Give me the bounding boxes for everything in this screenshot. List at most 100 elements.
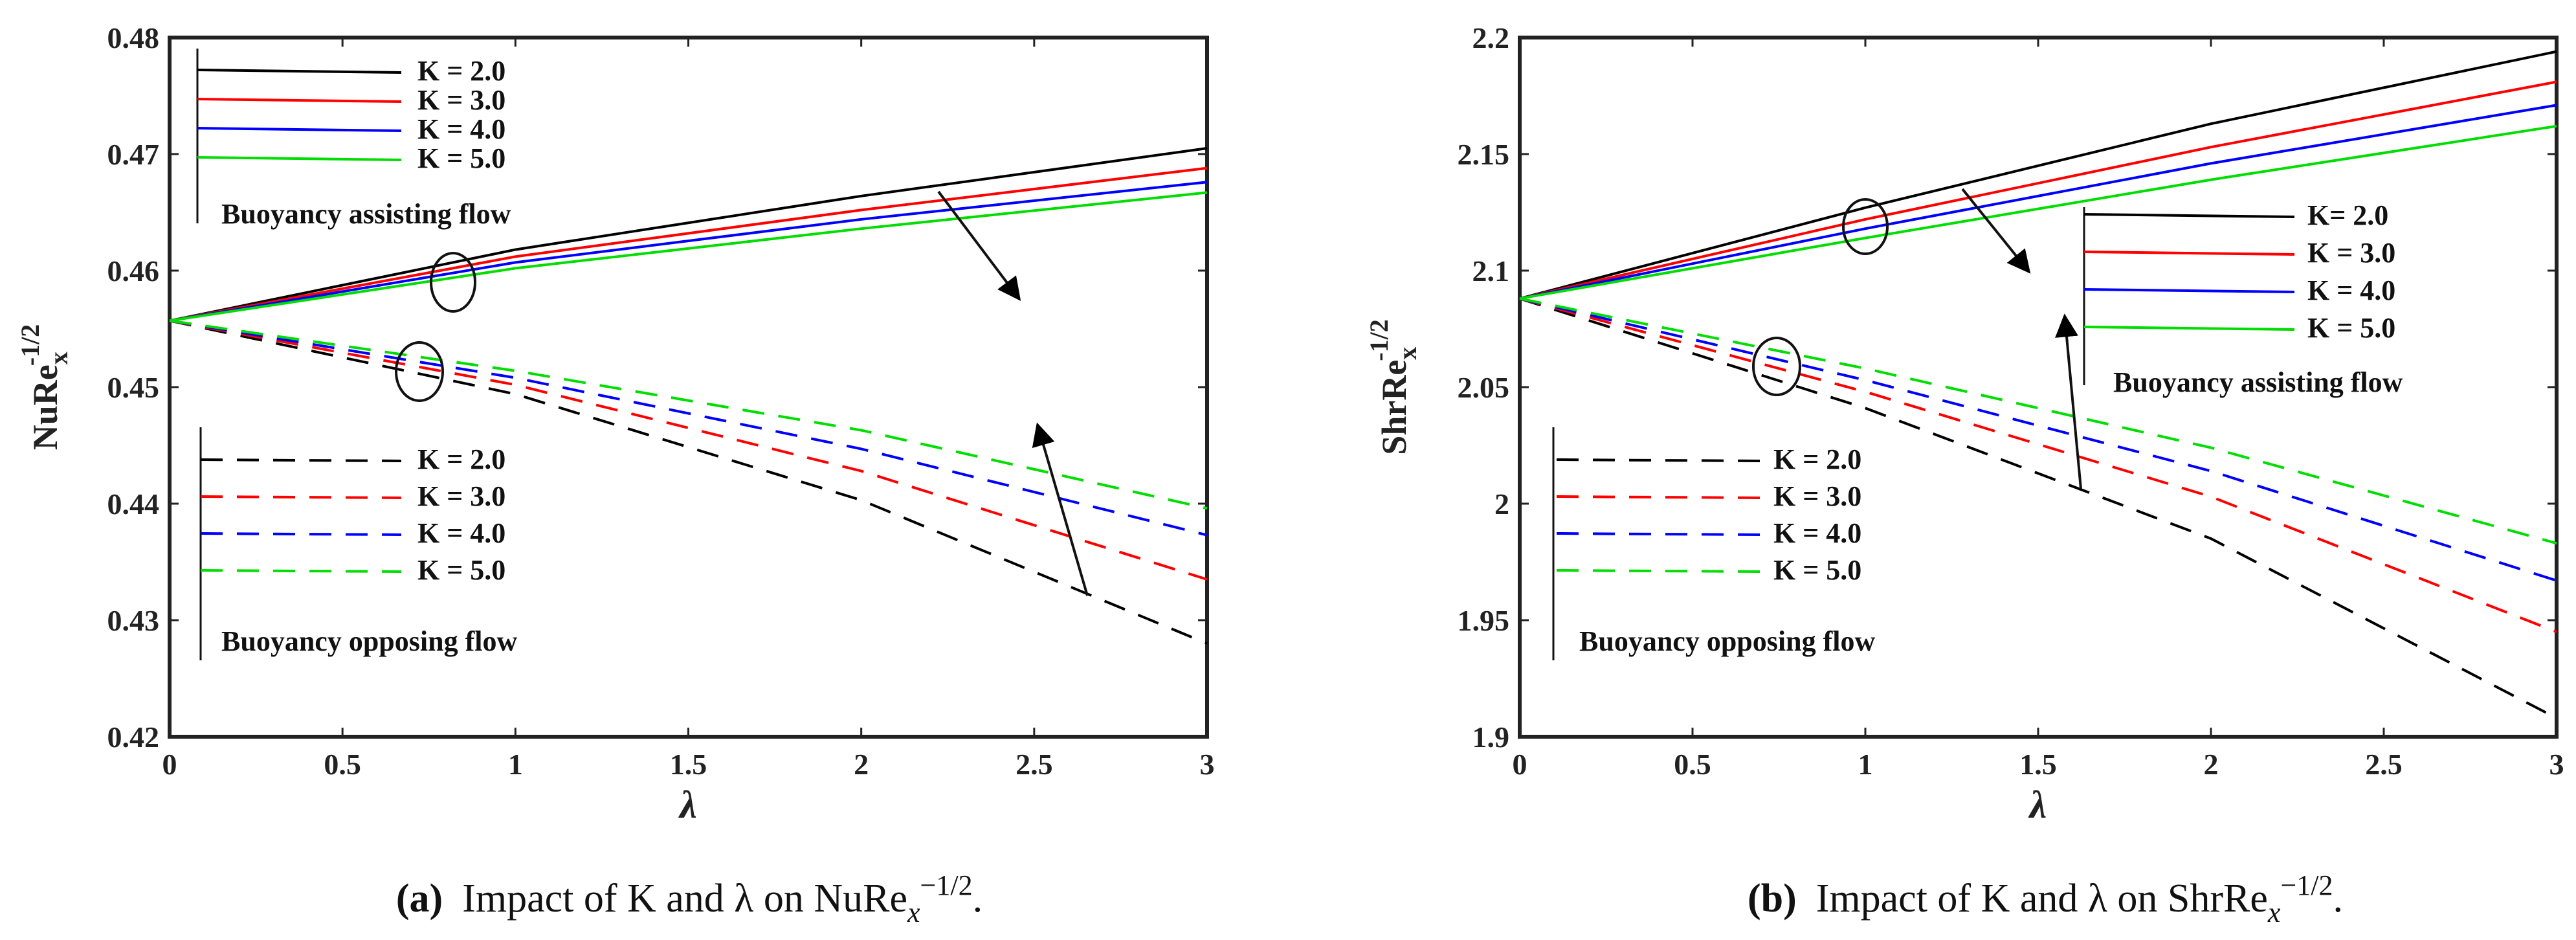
series-line-opposing-0: [1519, 297, 2557, 719]
legend-swatch-opposing: [1556, 458, 1761, 462]
chart-a: 0 0.5 1 1.5 2 2.5 3 0.42 0.43 0.44 0.45 0.46 0.47 0.4…: [16, 21, 1215, 928]
series-line-assisting-0: [1519, 50, 2557, 300]
y-tick-label: 1.9: [1472, 721, 1510, 754]
caption-end: .: [973, 877, 983, 921]
x-tick-label: 2.5: [2365, 748, 2403, 781]
caption-sub: x: [907, 897, 920, 928]
series-line-opposing-3: [1519, 297, 2557, 545]
legend-label-opposing: K = 4.0: [1773, 517, 1861, 549]
legend-swatch-opposing: [1556, 495, 1761, 499]
legend-swatch-assisting: [2083, 288, 2295, 293]
caption-text: Impact of K and λ on NuRe: [462, 877, 907, 921]
y-tick-label: 2.05: [1458, 371, 1510, 404]
x-tick-label: 2.5: [1016, 748, 1053, 781]
legend-label-assisting: K = 3.0: [417, 84, 505, 116]
y-tick-label: 2.2: [1472, 21, 1510, 54]
x-tick-label: 0.5: [324, 748, 361, 781]
series-line-opposing-1: [169, 319, 1208, 581]
annotation-ellipse: [1752, 337, 1801, 396]
caption-b: (b) Impact of K and λ on ShrRex−1/2.: [1748, 869, 2343, 928]
y-tick-label: 0.44: [107, 487, 160, 520]
x-tick-label: 3: [2549, 748, 2564, 781]
x-tick-label: 1: [508, 748, 523, 781]
legend-label-assisting: K = 3.0: [2307, 237, 2395, 269]
legend-swatch-opposing: [200, 532, 402, 536]
x-tick-label: 1.5: [2019, 748, 2057, 781]
x-axis-label: λ: [2028, 783, 2047, 826]
y-axis-label-sub: x: [44, 352, 73, 364]
y-axis-label: ShrRex-1/2: [1364, 319, 1422, 454]
x-tick-label: 2: [854, 748, 869, 781]
legend-label-assisting: K = 5.0: [2307, 312, 2395, 344]
annotation-arrow: [1961, 188, 2031, 274]
legend-swatch-assisting: [197, 127, 402, 132]
series-line-assisting-3: [1519, 124, 2557, 300]
legend-swatch-assisting: [2083, 213, 2295, 218]
series-line-assisting-3: [169, 191, 1208, 322]
x-tick-label: 0.5: [1674, 748, 1711, 781]
series-line-opposing-3: [169, 319, 1208, 510]
x-tick-label: 3: [1200, 748, 1215, 781]
legend-swatch-opposing: [200, 495, 402, 499]
annotation-ellipse: [1842, 198, 1889, 255]
x-tick-label: 0: [162, 748, 177, 781]
legend-label-opposing: K = 5.0: [1773, 554, 1861, 586]
caption-sub: x: [2267, 897, 2281, 928]
legend-label-assisting: K = 4.0: [2307, 274, 2395, 306]
legend-label-assisting: K = 5.0: [417, 142, 505, 174]
y-axis-label-base: ShrRe: [1375, 360, 1414, 455]
annotation-assisting-flow: Buoyancy assisting flow: [2113, 366, 2403, 398]
x-tick-label: 1.5: [670, 748, 707, 781]
y-tick-label: 0.42: [107, 721, 160, 754]
y-tick-label: 2: [1494, 487, 1509, 520]
legend-label-opposing: K = 2.0: [417, 443, 505, 475]
x-axis-label: λ: [678, 783, 697, 826]
caption-sup: −1/2: [920, 869, 973, 901]
y-tick-label: 0.48: [107, 21, 160, 54]
y-axis-label-sup: -1/2: [16, 324, 45, 366]
y-axis-label-base: NuRe: [26, 364, 65, 450]
caption-text: Impact of K and λ on ShrRe: [1816, 877, 2268, 921]
legend-swatch-assisting: [2083, 326, 2295, 331]
series-line-assisting-0: [169, 147, 1208, 322]
annotation-opposing-flow: Buoyancy opposing flow: [1579, 625, 1875, 657]
legend-label-opposing: K = 4.0: [417, 517, 505, 549]
y-axis-label-sub: x: [1393, 347, 1422, 360]
series-line-assisting-2: [1519, 104, 2557, 300]
series-line-assisting-1: [169, 166, 1208, 322]
legend-label-opposing: K = 2.0: [1773, 443, 1861, 475]
caption-end: .: [2333, 877, 2344, 921]
legend-swatch-assisting: [197, 69, 402, 74]
chart-b: 0 0.5 1 1.5 2 2.5 3 1.9 1.95 2 2.05 2.1 2.15 2.2 λ ShrR…: [1364, 21, 2564, 928]
caption-tag: (b): [1748, 877, 1797, 921]
legend-label-opposing: K = 3.0: [1773, 480, 1861, 512]
series-line-opposing-0: [169, 319, 1208, 645]
y-tick-label: 0.45: [107, 371, 160, 404]
legend-label-opposing: K = 3.0: [417, 480, 505, 512]
annotation-arrow: [1032, 422, 1089, 596]
legend-swatch-assisting: [197, 156, 402, 161]
annotation-ellipse: [395, 341, 444, 402]
series-line-assisting-1: [1519, 80, 2557, 300]
legend-label-assisting: K = 2.0: [417, 55, 505, 87]
caption-a: (a) Impact of K and λ on NuRex−1/2.: [396, 869, 983, 928]
series-line-assisting-2: [169, 181, 1208, 322]
x-tick-label: 2: [2204, 748, 2219, 781]
annotation-ellipse: [430, 252, 476, 313]
y-tick-label: 1.95: [1458, 604, 1510, 637]
legend-swatch-opposing: [200, 458, 402, 462]
legend-label-assisting: K = 4.0: [417, 113, 505, 145]
annotation-assisting-flow: Buoyancy assisting flow: [221, 198, 511, 230]
legend-swatch-opposing: [200, 569, 402, 573]
series-line-opposing-2: [169, 319, 1208, 537]
legend-swatch-assisting: [197, 98, 402, 103]
caption-tag: (a): [396, 877, 443, 921]
legend-swatch-opposing: [1556, 532, 1761, 536]
annotation-opposing-flow: Buoyancy opposing flow: [221, 625, 517, 657]
y-tick-label: 0.43: [107, 604, 160, 637]
y-axis-label-sup: -1/2: [1364, 319, 1393, 361]
y-tick-label: 0.46: [107, 254, 160, 287]
y-tick-label: 0.47: [107, 138, 160, 171]
y-tick-label: 2.15: [1458, 138, 1510, 171]
